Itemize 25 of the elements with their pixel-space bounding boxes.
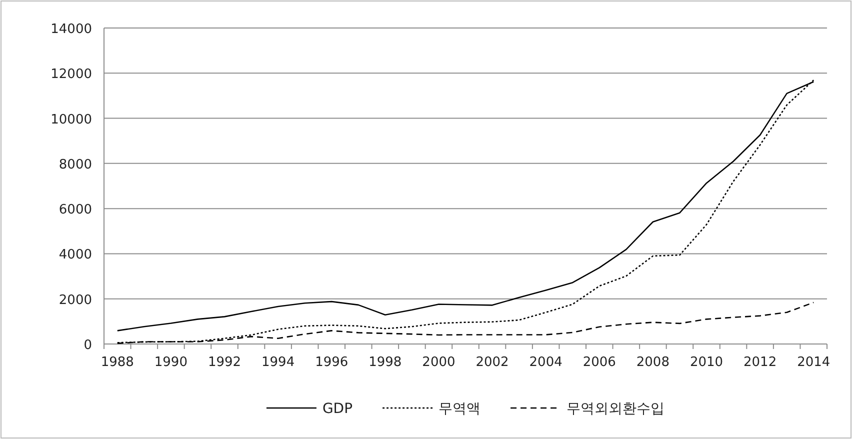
x-tick-label: 2000 (422, 355, 456, 370)
y-tick-label: 8000 (58, 157, 92, 172)
y-tick-label: 14000 (50, 22, 92, 37)
y-tick-label: 6000 (58, 202, 92, 218)
x-tick-label: 2004 (529, 355, 562, 370)
legend-label: 무역액 (438, 401, 481, 417)
x-tick-label: 2012 (744, 355, 777, 370)
x-tick-label: 1994 (262, 355, 295, 370)
y-tick-label: 2000 (58, 292, 92, 308)
legend-label: GDP (322, 401, 353, 417)
y-tick-label: 4000 (58, 248, 92, 263)
y-tick-label: 10000 (50, 112, 92, 128)
x-tick-label: 2008 (636, 355, 670, 370)
x-tick-label: 2014 (797, 355, 830, 370)
x-tick-label: 2002 (476, 355, 509, 370)
legend-label: 무역외외환수입 (566, 401, 665, 417)
x-tick-label: 1990 (154, 355, 188, 370)
y-tick-label: 12000 (50, 67, 92, 82)
y-tick-label: 0 (84, 338, 92, 353)
x-tick-label: 2006 (582, 355, 616, 370)
x-tick-label: 1996 (315, 355, 348, 370)
x-tick-label: 2010 (690, 355, 724, 370)
x-tick-label: 1998 (368, 355, 402, 370)
x-tick-label: 1988 (100, 355, 134, 370)
x-tick-label: 1992 (208, 355, 242, 370)
